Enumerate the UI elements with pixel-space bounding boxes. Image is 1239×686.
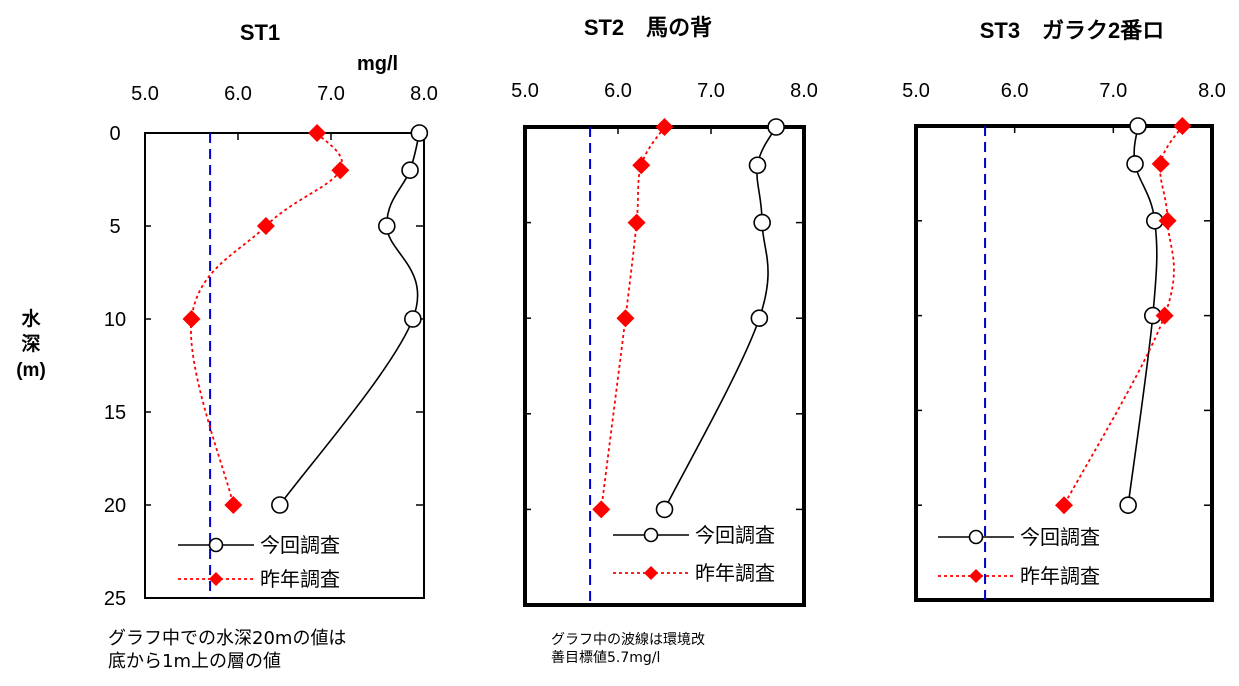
data-point-current bbox=[748, 156, 767, 175]
data-point-last-year bbox=[1055, 496, 1073, 515]
y-axis-label-part: 深 bbox=[21, 332, 40, 355]
x-tick-label: 5.0 bbox=[902, 80, 930, 102]
legend-label-current: 今回調査 bbox=[1020, 526, 1100, 549]
data-point-last-year bbox=[632, 156, 651, 175]
legend-label-last-year: 昨年調査 bbox=[695, 562, 775, 585]
legend-marker-current bbox=[643, 527, 659, 543]
data-point-current bbox=[401, 161, 419, 179]
data-point-current bbox=[750, 309, 769, 328]
series-line-current bbox=[279, 132, 421, 506]
y-tick-label: 10 bbox=[104, 309, 126, 331]
x-tick-label: 7.0 bbox=[317, 83, 345, 105]
x-tick-label: 7.0 bbox=[1099, 80, 1127, 102]
data-point-last-year bbox=[655, 118, 674, 136]
x-tick-label: 8.0 bbox=[1198, 80, 1226, 102]
data-point-last-year bbox=[331, 161, 350, 180]
x-tick-label: 6.0 bbox=[1001, 80, 1029, 102]
x-tick-label: 6.0 bbox=[224, 83, 252, 105]
chart-title: ST2 馬の背 bbox=[584, 15, 712, 40]
data-point-current bbox=[271, 496, 289, 514]
data-point-last-year bbox=[1158, 211, 1177, 230]
unit-label: mg/l bbox=[357, 53, 398, 75]
chart-title: ST1 bbox=[240, 20, 280, 45]
y-tick-label: 25 bbox=[104, 588, 126, 610]
note-depth20: グラフ中での水深20mの値は 底から1m上の層の値 bbox=[108, 628, 347, 672]
legend-label-current: 今回調査 bbox=[695, 524, 775, 547]
data-point-current bbox=[753, 213, 771, 232]
data-point-last-year bbox=[256, 217, 275, 235]
data-point-last-year bbox=[1151, 154, 1170, 173]
data-point-last-year bbox=[308, 124, 327, 142]
data-point-last-year bbox=[1155, 306, 1174, 325]
data-point-last-year bbox=[224, 496, 243, 514]
data-point-current bbox=[655, 500, 674, 519]
x-tick-label: 8.0 bbox=[410, 83, 438, 105]
y-tick-label: 5 bbox=[109, 216, 120, 238]
data-point-current bbox=[1129, 117, 1147, 135]
y-axis-label-part: (m) bbox=[16, 360, 46, 381]
legend-marker-current bbox=[968, 529, 984, 545]
data-point-last-year bbox=[616, 309, 635, 328]
data-point-last-year bbox=[1173, 117, 1192, 135]
data-point-last-year bbox=[182, 310, 201, 328]
data-point-current bbox=[1119, 496, 1137, 515]
legend-label-last-year: 昨年調査 bbox=[260, 568, 340, 591]
x-tick-label: 5.0 bbox=[511, 80, 539, 102]
legend-marker-current bbox=[208, 537, 224, 553]
legend-marker-last-year bbox=[209, 572, 223, 586]
y-tick-label: 15 bbox=[104, 402, 126, 424]
plot-frame bbox=[144, 132, 425, 599]
y-axis-label: 水深 (m) bbox=[16, 308, 46, 381]
data-point-current bbox=[404, 310, 422, 328]
y-tick-label: 0 bbox=[109, 123, 120, 145]
x-tick-label: 5.0 bbox=[131, 83, 159, 105]
series-line-last-year bbox=[1063, 125, 1184, 506]
legend-label-last-year: 昨年調査 bbox=[1020, 565, 1100, 588]
data-point-last-year bbox=[627, 213, 646, 232]
note-dashed-line: グラフ中の波線は環境改 善目標値5.7mg/l bbox=[551, 632, 705, 666]
data-point-current bbox=[767, 118, 785, 136]
x-tick-label: 7.0 bbox=[697, 80, 725, 102]
chart-title: ST3 ガラク2番ロ bbox=[980, 18, 1165, 43]
y-tick-label: 20 bbox=[104, 495, 126, 517]
data-point-last-year bbox=[592, 500, 611, 519]
y-axis-label-part: 水 bbox=[21, 308, 41, 330]
x-tick-label: 8.0 bbox=[790, 80, 818, 102]
series-line-last-year bbox=[190, 132, 344, 506]
data-point-current bbox=[1126, 155, 1144, 173]
x-tick-label: 6.0 bbox=[604, 80, 632, 102]
data-point-current bbox=[377, 217, 396, 235]
plot-frame bbox=[914, 124, 1214, 602]
data-point-current bbox=[410, 124, 429, 142]
legend-marker-last-year bbox=[644, 566, 658, 580]
legend-label-current: 今回調査 bbox=[260, 534, 340, 557]
legend-marker-last-year bbox=[969, 569, 983, 583]
